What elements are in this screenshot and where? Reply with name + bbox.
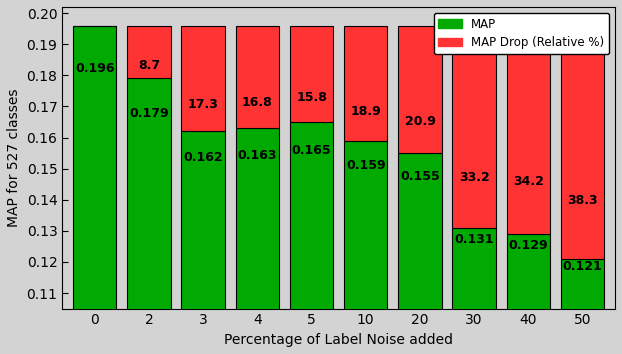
Text: 0.162: 0.162 [183,152,223,165]
Bar [452,25,496,228]
Text: 15.8: 15.8 [296,91,327,104]
Text: 34.2: 34.2 [513,175,544,188]
Bar [398,25,442,153]
Text: 0.131: 0.131 [454,233,494,246]
Text: 20.9: 20.9 [404,115,435,128]
Bar [236,128,279,354]
Text: 16.8: 16.8 [242,96,272,109]
Text: 0.155: 0.155 [400,170,440,183]
Bar [561,25,604,259]
Bar [344,141,388,354]
Bar [182,25,225,131]
Bar [236,25,279,128]
Bar [290,25,333,122]
Bar [398,153,442,354]
Text: 0.159: 0.159 [346,159,386,172]
Text: 17.3: 17.3 [188,98,218,112]
Bar [507,234,550,354]
Text: 0.121: 0.121 [563,260,603,273]
Text: 0.196: 0.196 [75,62,114,75]
Bar [344,25,388,141]
Text: 8.7: 8.7 [138,59,160,72]
Text: 0.165: 0.165 [292,143,332,156]
Bar [507,25,550,234]
Bar [73,25,116,354]
Bar [182,131,225,354]
Bar [452,228,496,354]
Bar [128,25,170,79]
Text: 33.2: 33.2 [459,171,490,184]
Text: 0.129: 0.129 [509,239,548,252]
Text: 0.163: 0.163 [238,149,277,162]
Text: 0.179: 0.179 [129,107,169,120]
Bar [561,259,604,354]
Text: 18.9: 18.9 [350,105,381,119]
Bar [290,122,333,354]
Bar [128,79,170,354]
X-axis label: Percentage of Label Noise added: Percentage of Label Noise added [224,333,453,347]
Legend: MAP, MAP Drop (Relative %): MAP, MAP Drop (Relative %) [434,13,609,54]
Text: 38.3: 38.3 [567,194,598,207]
Y-axis label: MAP for 527 classes: MAP for 527 classes [7,88,21,227]
